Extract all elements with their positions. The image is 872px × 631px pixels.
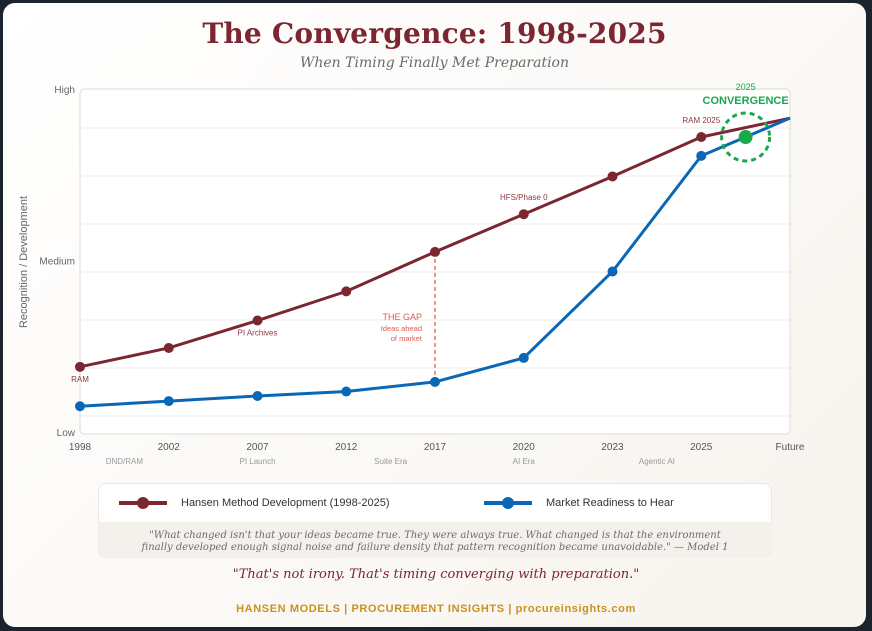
hansen-point: [518, 209, 529, 220]
y-tick-label: Medium: [39, 257, 75, 268]
market-point: [163, 396, 174, 407]
quote-line-1: "What changed isn't that your ideas beca…: [149, 530, 721, 541]
hansen-point: [696, 132, 707, 143]
x-tick-label: 2002: [158, 442, 181, 453]
hansen-point: [163, 342, 174, 353]
legend-label-hansen: Hansen Method Development (1998-2025): [181, 497, 390, 509]
market-point: [341, 386, 352, 397]
x-tick-label: 2007: [246, 442, 269, 453]
tagline: "That's not irony. That's timing converg…: [232, 567, 640, 582]
chart-title: The Convergence: 1998-2025: [202, 17, 667, 50]
y-axis: Low Medium High: [39, 85, 75, 439]
quote-box: "What changed isn't that your ideas beca…: [98, 522, 772, 558]
x-tick-label: 2025: [690, 442, 713, 453]
hansen-point: [341, 286, 352, 297]
legend-swatch-market: [484, 497, 532, 509]
convergence-year: 2025: [736, 82, 756, 92]
era-label: Suite Era: [374, 457, 407, 466]
y-axis-label: Recognition / Development: [18, 196, 30, 328]
era-label: DND/RAM: [106, 457, 144, 466]
hansen-point: [252, 315, 263, 326]
market-point: [518, 352, 529, 363]
market-point: [75, 401, 85, 412]
x-axis: 1998 2002 2007 2012 2017 2020 2023 2025 Future: [69, 442, 805, 453]
x-tick-label: 2012: [335, 442, 358, 453]
market-point: [696, 150, 707, 161]
market-point: [430, 376, 440, 387]
legend-item-hansen[interactable]: Hansen Method Development (1998-2025): [119, 484, 390, 522]
series: [75, 116, 791, 412]
era-label: PI Launch: [239, 457, 275, 466]
point-annotation: PI Archives: [237, 329, 277, 338]
y-tick-label: High: [54, 85, 75, 96]
era-label: AI Era: [513, 457, 536, 466]
legend-item-market[interactable]: Market Readiness to Hear: [484, 484, 674, 522]
hansen-point: [607, 171, 618, 182]
x-tick-label: 1998: [69, 442, 92, 453]
x-tick-label: Future: [776, 442, 805, 453]
y-tick-label: Low: [57, 428, 76, 439]
point-annotation: RAM: [71, 375, 89, 384]
point-annotations: RAM PI Archives HFS/Phase 0 RAM 2025: [71, 116, 721, 384]
convergence-label: CONVERGENCE: [703, 95, 789, 107]
market-point: [252, 390, 263, 401]
era-label: Agentic AI: [639, 457, 675, 466]
plot-frame: [79, 88, 791, 435]
market-point: [607, 266, 618, 277]
point-annotation: RAM 2025: [682, 116, 720, 125]
convergence-annotation: 2025 CONVERGENCE: [703, 82, 789, 163]
gap-note: of market: [391, 334, 423, 343]
legend-swatch-hansen: [119, 497, 167, 509]
era-labels: DND/RAM PI Launch Suite Era AI Era Agentic A…: [106, 457, 675, 466]
convergence-ring: [720, 111, 772, 163]
point-annotation: HFS/Phase 0: [500, 193, 548, 202]
chart-subtitle: When Timing Finally Met Preparation: [299, 55, 569, 71]
legend: Hansen Method Development (1998-2025) Ma…: [98, 483, 772, 522]
hansen-point: [430, 246, 440, 257]
gap-note: Ideas ahead: [381, 324, 422, 333]
convergence-point: [738, 130, 753, 145]
legend-label-market: Market Readiness to Hear: [546, 497, 674, 509]
x-tick-label: 2017: [424, 442, 447, 453]
footer-credits: HANSEN MODELS | PROCUREMENT INSIGHTS | p…: [236, 603, 636, 615]
gap-title: THE GAP: [382, 312, 422, 322]
quote-line-2: finally developed enough signal noise an…: [141, 542, 729, 553]
x-tick-label: 2023: [601, 442, 624, 453]
x-tick-label: 2020: [513, 442, 536, 453]
hansen-point: [75, 361, 85, 372]
